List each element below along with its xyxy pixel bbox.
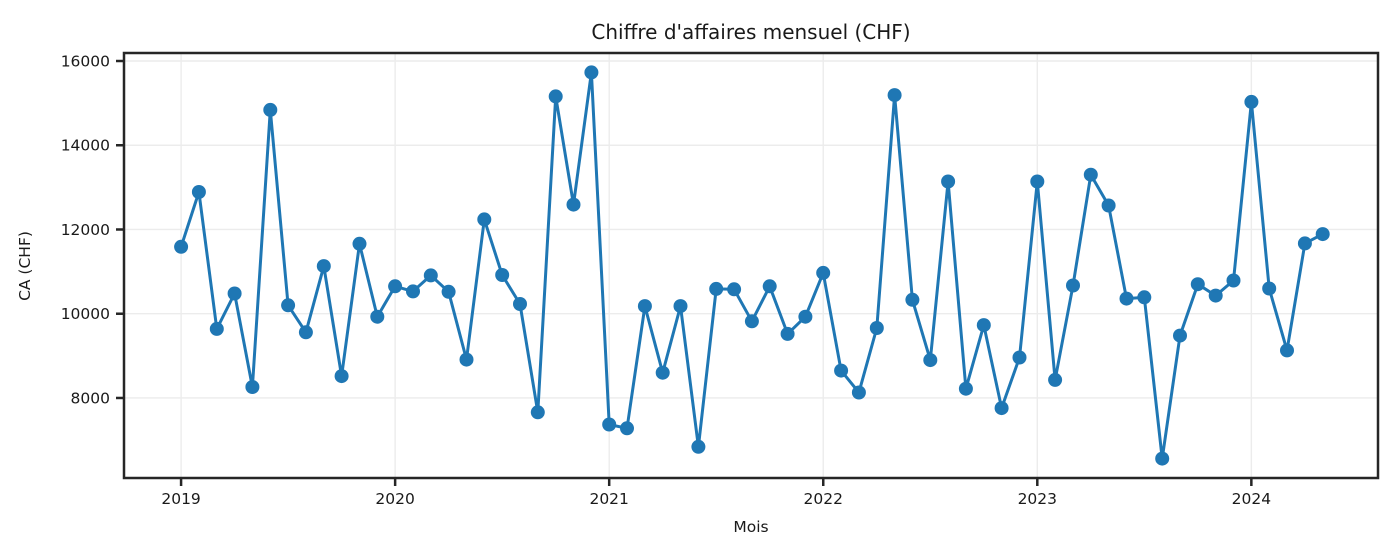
data-point-marker bbox=[1012, 350, 1027, 365]
data-point-marker bbox=[1208, 288, 1223, 303]
data-point-marker bbox=[1244, 94, 1259, 109]
y-tick-label: 12000 bbox=[61, 221, 110, 239]
data-point-marker bbox=[441, 284, 456, 299]
data-point-marker bbox=[869, 321, 884, 335]
data-point-marker bbox=[423, 268, 438, 283]
data-point-marker bbox=[530, 405, 545, 420]
data-point-marker bbox=[370, 309, 385, 324]
data-point-marker bbox=[762, 279, 777, 294]
data-point-marker bbox=[905, 292, 920, 307]
data-point-marker bbox=[1119, 291, 1134, 306]
y-tick-label: 16000 bbox=[61, 53, 110, 71]
data-point-marker bbox=[637, 299, 652, 314]
data-point-marker bbox=[1262, 281, 1277, 296]
data-point-marker bbox=[851, 385, 866, 400]
data-point-marker bbox=[477, 212, 492, 227]
data-point-marker bbox=[620, 421, 634, 436]
data-point-marker bbox=[834, 363, 849, 378]
data-point-marker bbox=[495, 268, 510, 282]
data-point-marker bbox=[1083, 167, 1098, 182]
data-point-marker bbox=[1066, 278, 1080, 293]
data-point-marker bbox=[316, 259, 331, 274]
y-tick-label: 10000 bbox=[61, 305, 110, 323]
data-point-marker bbox=[887, 88, 902, 103]
data-point-marker bbox=[727, 282, 742, 297]
revenue-line bbox=[179, 70, 1325, 461]
data-point-marker bbox=[994, 401, 1009, 416]
data-point-marker bbox=[191, 185, 206, 199]
data-point-marker bbox=[1315, 227, 1330, 242]
x-tick-label: 2024 bbox=[1232, 490, 1271, 508]
data-point-marker bbox=[388, 279, 403, 294]
data-point-marker bbox=[1137, 290, 1152, 305]
data-point-marker bbox=[941, 174, 956, 189]
data-point-marker bbox=[709, 281, 724, 296]
data-point-marker bbox=[602, 417, 617, 432]
data-point-marker bbox=[1173, 328, 1187, 343]
data-point-marker bbox=[459, 352, 474, 367]
data-point-marker bbox=[513, 297, 527, 311]
axis-ticks: 8000 10000 12000 14000 16000 2019 2020 2021 2022… bbox=[61, 53, 1271, 508]
grid-lines bbox=[124, 53, 1378, 478]
data-point-marker bbox=[227, 286, 242, 301]
y-axis-label: CA (CHF) bbox=[16, 231, 34, 301]
data-point-marker bbox=[334, 369, 349, 384]
data-point-marker bbox=[1030, 174, 1045, 189]
data-point-marker bbox=[923, 353, 938, 368]
data-point-marker bbox=[584, 65, 599, 80]
data-point-marker bbox=[798, 309, 813, 324]
data-point-marker bbox=[780, 326, 795, 341]
y-tick-label: 8000 bbox=[71, 389, 110, 407]
data-point-marker bbox=[406, 284, 420, 299]
x-tick-label: 2020 bbox=[375, 490, 414, 508]
x-axis-label: Mois bbox=[733, 518, 768, 536]
axes-spines bbox=[122, 51, 1380, 480]
data-point-marker bbox=[744, 314, 759, 329]
data-series bbox=[174, 65, 1330, 466]
x-tick-label: 2022 bbox=[804, 490, 843, 508]
data-point-marker bbox=[655, 365, 670, 380]
data-point-marker bbox=[1226, 273, 1241, 288]
data-point-marker bbox=[816, 265, 831, 280]
data-point-marker bbox=[1048, 372, 1063, 387]
data-point-marker bbox=[1190, 277, 1205, 292]
data-point-marker bbox=[566, 197, 581, 212]
x-tick-label: 2021 bbox=[589, 490, 628, 508]
x-tick-label: 2023 bbox=[1018, 490, 1057, 508]
data-point-marker bbox=[673, 299, 688, 314]
data-point-marker bbox=[263, 102, 278, 117]
data-point-marker bbox=[245, 380, 260, 394]
data-point-marker bbox=[1280, 343, 1294, 358]
data-point-marker bbox=[958, 381, 973, 396]
y-tick-label: 14000 bbox=[61, 137, 110, 155]
x-tick-label: 2019 bbox=[161, 490, 200, 508]
data-point-marker bbox=[1297, 236, 1312, 251]
data-point-marker bbox=[1155, 451, 1170, 466]
data-point-marker bbox=[281, 298, 296, 313]
data-point-marker bbox=[352, 236, 367, 251]
data-point-marker bbox=[298, 325, 313, 340]
plot-frame bbox=[122, 51, 1380, 480]
data-point-marker bbox=[691, 439, 706, 454]
data-point-marker bbox=[1101, 198, 1116, 213]
data-point-marker bbox=[548, 89, 563, 104]
data-point-marker bbox=[209, 321, 224, 336]
chart-title: Chiffre d'affaires mensuel (CHF) bbox=[591, 20, 910, 44]
data-point-marker bbox=[976, 318, 991, 333]
data-point-marker bbox=[174, 239, 189, 254]
